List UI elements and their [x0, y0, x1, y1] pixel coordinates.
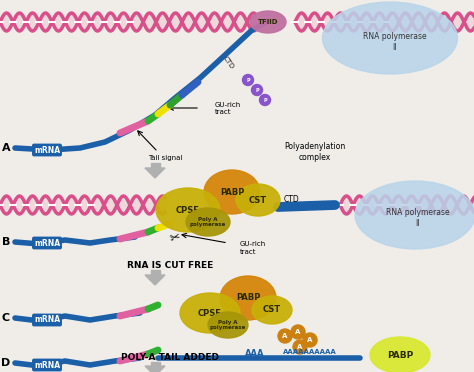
Ellipse shape	[156, 188, 220, 232]
Text: A: A	[2, 143, 10, 153]
Text: AAAAAAAAAA: AAAAAAAAAA	[283, 349, 337, 355]
Text: mRNA: mRNA	[34, 360, 60, 369]
Text: CPSF: CPSF	[176, 205, 200, 215]
Ellipse shape	[370, 337, 430, 372]
Text: P: P	[255, 87, 259, 93]
Polygon shape	[145, 168, 165, 178]
Text: mRNA: mRNA	[34, 238, 60, 247]
Ellipse shape	[322, 2, 457, 74]
Polygon shape	[145, 275, 165, 285]
Text: CST: CST	[263, 305, 281, 314]
Bar	[151, 362, 159, 366]
Circle shape	[252, 84, 263, 96]
Text: GU-rich
tract: GU-rich tract	[215, 102, 241, 115]
Text: A: A	[297, 344, 303, 350]
Text: PABP: PABP	[236, 294, 260, 302]
Ellipse shape	[220, 276, 276, 320]
Text: A: A	[295, 329, 301, 335]
Text: P: P	[246, 77, 250, 83]
Ellipse shape	[236, 184, 280, 216]
Ellipse shape	[208, 312, 248, 338]
Circle shape	[303, 333, 317, 347]
Text: P: P	[263, 97, 267, 103]
Text: CPSF: CPSF	[198, 308, 222, 317]
Ellipse shape	[186, 208, 230, 236]
Text: Tail signal: Tail signal	[148, 155, 182, 161]
Ellipse shape	[250, 11, 286, 33]
Text: A: A	[307, 337, 313, 343]
Text: D: D	[1, 358, 10, 368]
Circle shape	[293, 340, 307, 354]
Text: POLY-A TAIL ADDED: POLY-A TAIL ADDED	[121, 353, 219, 362]
Ellipse shape	[355, 181, 474, 249]
Text: TFIID: TFIID	[258, 19, 278, 25]
Text: mRNA: mRNA	[34, 315, 60, 324]
Ellipse shape	[204, 170, 260, 214]
Text: AAA: AAA	[245, 349, 265, 357]
Text: ✂: ✂	[168, 230, 182, 246]
Ellipse shape	[252, 296, 292, 324]
Text: Polyadenylation
complex: Polyadenylation complex	[284, 142, 346, 162]
Text: CTD: CTD	[221, 55, 235, 71]
Text: RNA IS CUT FREE: RNA IS CUT FREE	[127, 260, 213, 269]
Text: mRNA: mRNA	[34, 145, 60, 154]
Text: PABP: PABP	[220, 187, 244, 196]
Text: PABP: PABP	[387, 350, 413, 359]
Text: Poly A
polymerase: Poly A polymerase	[210, 320, 246, 330]
Bar	[151, 270, 159, 275]
Text: A: A	[283, 333, 288, 339]
Text: GU-rich
tract: GU-rich tract	[240, 241, 266, 254]
Text: B: B	[2, 237, 10, 247]
Circle shape	[291, 325, 305, 339]
Polygon shape	[145, 366, 165, 372]
Text: C: C	[2, 313, 10, 323]
Text: CST: CST	[249, 196, 267, 205]
Text: RNA polymerase
II: RNA polymerase II	[363, 32, 427, 52]
Circle shape	[259, 94, 271, 106]
Text: CTD: CTD	[284, 195, 300, 203]
Text: Poly A
polymerase: Poly A polymerase	[190, 217, 226, 227]
Ellipse shape	[180, 293, 240, 333]
Bar	[151, 163, 159, 168]
Text: RNA polymerase
II: RNA polymerase II	[386, 208, 450, 228]
Circle shape	[278, 329, 292, 343]
Circle shape	[243, 74, 254, 86]
